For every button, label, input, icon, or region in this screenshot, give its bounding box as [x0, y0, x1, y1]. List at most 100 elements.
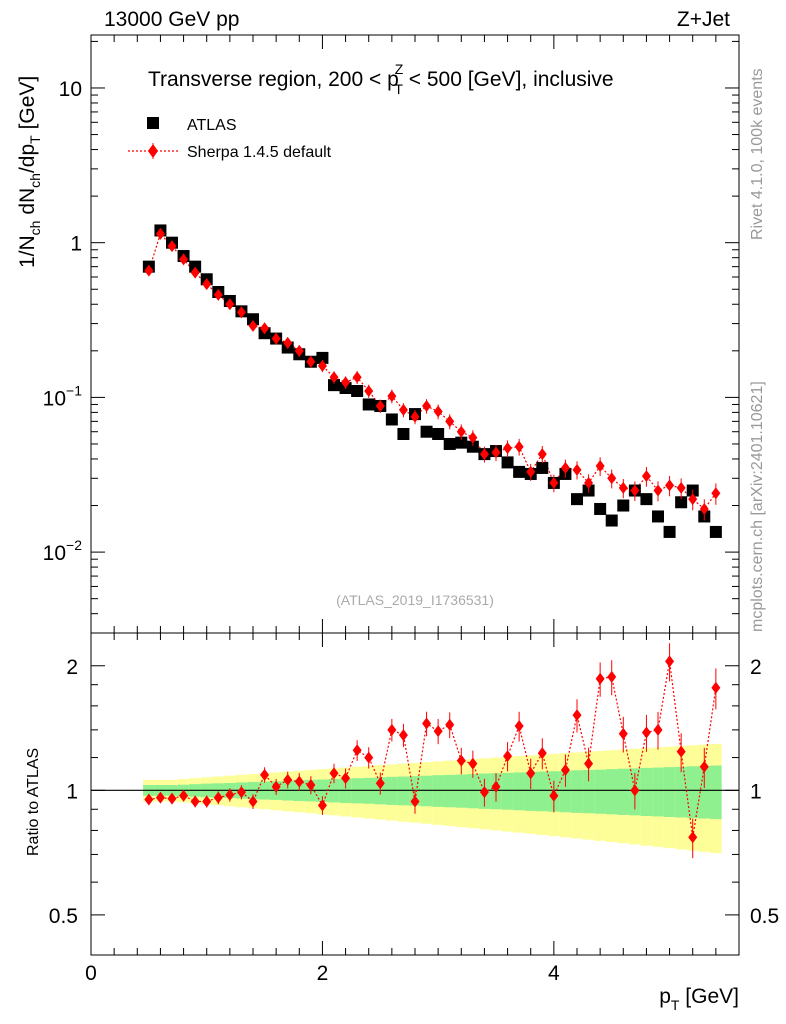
sherpa-point	[526, 465, 536, 478]
main-y-axis-label: 1/Nch dNch/dpT [GeV]	[16, 76, 43, 268]
ratio-point	[410, 795, 420, 808]
ratio-point	[364, 751, 374, 764]
side-label-top: Rivet 4.1.0, 100k events	[749, 68, 766, 240]
x-tick-label: 0	[85, 962, 97, 985]
ratio-point	[468, 757, 478, 770]
atlas-point	[640, 493, 653, 506]
title-part-2: < 500 [GeV], inclusive	[403, 68, 614, 91]
sherpa-line	[148, 232, 717, 510]
sherpa-point	[468, 431, 478, 444]
atlas-point	[605, 514, 618, 527]
main-y-tick-labels: 10 1 10−1 10−2	[43, 78, 83, 565]
ratio-point	[641, 726, 651, 739]
atlas-point	[709, 525, 722, 538]
atlas-point	[443, 437, 456, 450]
atlas-point	[432, 427, 445, 440]
sherpa-point	[549, 476, 559, 489]
sherpa-point	[491, 446, 501, 459]
x-tick-label: 4	[548, 962, 560, 985]
ratio-band-inner	[686, 766, 699, 819]
sherpa-point	[422, 399, 432, 412]
ratio-point	[595, 672, 605, 685]
ratio-band-inner	[524, 771, 537, 811]
atlas-point	[328, 379, 340, 392]
sherpa-point	[665, 479, 675, 492]
ratio-band-inner	[513, 772, 525, 811]
title-part-sub: T	[394, 81, 403, 97]
sherpa-point	[213, 288, 223, 301]
ratio-point	[167, 792, 177, 805]
atlas-point	[385, 413, 398, 426]
ratio-point	[514, 720, 524, 733]
sherpa-point	[537, 448, 547, 461]
sherpa-point	[699, 502, 709, 515]
atlas-point	[513, 465, 526, 478]
sherpa-point	[236, 306, 246, 319]
ratio-point	[387, 723, 397, 736]
atlas-point	[351, 384, 364, 397]
ylabel-b: ch	[27, 221, 43, 236]
legend-label-sherpa: Sherpa 1.4.5 default	[187, 144, 332, 161]
legend-marker-sherpa	[148, 144, 158, 158]
sherpa-point	[167, 240, 177, 253]
ratio-point	[225, 788, 235, 801]
ylabel-g: [GeV]	[16, 76, 39, 136]
ratio-y-tick-label-right: 0.5	[750, 905, 779, 928]
ratio-point	[202, 795, 212, 808]
ratio-sherpa-points	[144, 643, 721, 859]
main-title: Transverse region, 200 < pZ T < 500 [GeV]…	[148, 61, 614, 97]
ratio-point	[491, 780, 501, 793]
xlabel-c: [GeV]	[679, 985, 739, 1008]
legend-marker-atlas	[147, 117, 159, 129]
sherpa-point	[445, 415, 455, 428]
ratio-point	[607, 670, 617, 683]
ratio-point	[398, 729, 408, 742]
sherpa-point	[225, 298, 235, 311]
sherpa-point	[514, 440, 524, 453]
ratio-line-path	[148, 661, 717, 838]
ratio-point	[711, 681, 721, 694]
sherpa-point	[352, 371, 362, 384]
ratio-point	[155, 791, 165, 804]
ratio-band-inner	[467, 774, 479, 809]
ratio-band-inner	[501, 772, 514, 810]
ratio-band-inner	[710, 765, 722, 820]
atlas-point	[594, 502, 607, 515]
header-right-label: Z+Jet	[677, 8, 730, 31]
atlas-point	[362, 398, 375, 411]
sherpa-point	[688, 493, 698, 506]
atlas-point	[247, 313, 259, 326]
atlas-point	[455, 436, 468, 449]
sherpa-point	[433, 405, 443, 418]
ratio-band-inner	[559, 770, 572, 813]
ratio-point	[248, 795, 258, 808]
ratio-point	[503, 750, 513, 763]
ratio-sherpa-line	[148, 661, 717, 838]
atlas-point	[675, 496, 688, 509]
ratio-y-tick-label-left: 0.5	[49, 905, 78, 928]
atlas-point	[397, 427, 410, 440]
ratio-band-inner	[571, 770, 583, 813]
sherpa-point	[306, 355, 316, 368]
ratio-point	[294, 775, 304, 788]
sherpa-point	[641, 470, 651, 483]
main-y-tick-label: 10−2	[43, 537, 83, 565]
sherpa-points	[144, 227, 721, 521]
atlas-point	[652, 510, 664, 523]
sherpa-point	[607, 472, 617, 485]
ratio-point	[144, 793, 154, 806]
ratio-band-inner	[698, 765, 711, 819]
ratio-point	[584, 757, 594, 770]
sherpa-point	[711, 487, 721, 500]
ratio-point	[549, 789, 559, 802]
sherpa-point	[676, 481, 686, 494]
ratio-point	[260, 768, 270, 781]
ratio-band-inner	[663, 767, 676, 818]
xlabel-a: p	[659, 985, 671, 1008]
title-part-sup: Z	[395, 61, 404, 77]
sherpa-point	[572, 463, 582, 476]
ylabel-c: dN	[16, 188, 39, 221]
x-tick-label: 2	[317, 962, 329, 985]
ratio-point	[456, 754, 466, 767]
